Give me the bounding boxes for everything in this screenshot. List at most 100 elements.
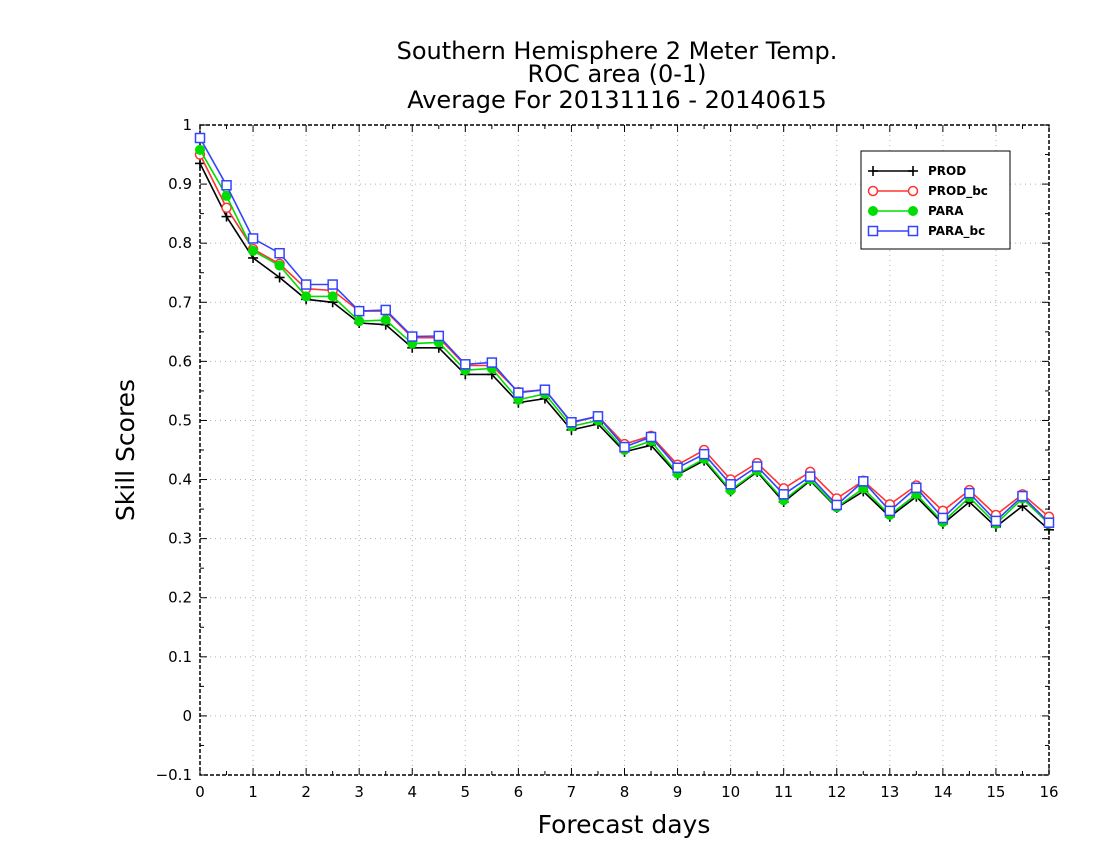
data-point-para-bc [884, 505, 896, 517]
y-tick-label: 0.6 [168, 352, 192, 370]
data-point-para-bc [911, 482, 922, 494]
legend-marker-left [868, 166, 878, 176]
legend-label: PARA [928, 204, 964, 218]
series-para-bc [194, 132, 1055, 528]
legend-box [860, 150, 1011, 250]
x-tick-label: 14 [933, 783, 952, 801]
x-tick-label: 0 [195, 783, 205, 801]
data-point-para-bc [407, 331, 418, 342]
x-tick-label: 1 [248, 783, 258, 801]
chart-title-line-1: Southern Hemisphere 2 Meter Temp. [397, 37, 838, 65]
data-point-para-bc [460, 359, 471, 370]
y-tick-label: 0.7 [168, 293, 192, 311]
data-point-para-bc [327, 279, 338, 290]
y-tick-label: 0.8 [168, 234, 192, 252]
legend-marker-left [867, 185, 879, 197]
data-point-para-bc [751, 461, 763, 472]
legend-marker-right [908, 206, 918, 216]
x-tick-label: 4 [407, 783, 417, 801]
y-tick-label: 0.1 [168, 648, 192, 666]
data-point-para-bc [804, 471, 816, 482]
y-axis-label: Skill Scores [111, 379, 140, 521]
data-point-para-bc [433, 330, 445, 342]
legend-label: PROD_bc [928, 184, 988, 199]
legend-item-para-bc: PARA_bc [867, 224, 985, 239]
x-tick-label: 15 [986, 783, 1005, 801]
data-point-prod [274, 272, 285, 283]
x-tick-label: 5 [461, 783, 471, 801]
x-tick-label: 13 [880, 783, 899, 801]
legend-label: PARA_bc [928, 224, 985, 239]
series-layer [194, 132, 1055, 535]
data-point-para-bc [619, 441, 630, 453]
x-axis-label: Forecast days [538, 810, 711, 839]
data-point-para [301, 291, 312, 302]
data-point-para-bc [831, 499, 842, 511]
legend-marker-right [907, 185, 919, 197]
legend-item-para: PARA [868, 204, 964, 218]
legend: PROD PROD_bc PARA PARA_bc [860, 150, 1011, 250]
x-tick-label: 3 [354, 783, 364, 801]
y-tick-label: 1 [182, 116, 192, 134]
data-point-para [327, 291, 338, 302]
data-point-prod-bc [221, 202, 232, 213]
data-point-para-bc [672, 462, 683, 473]
data-point-para-bc [858, 476, 869, 487]
x-tick-label: 12 [827, 783, 846, 801]
data-point-para-bc [221, 180, 232, 191]
x-tick-label: 7 [567, 783, 577, 801]
x-tick-label: 2 [301, 783, 311, 801]
legend-label: PROD [928, 164, 966, 178]
data-point-para-bc [539, 384, 551, 395]
y-tick-label: 0.4 [168, 471, 192, 489]
legend-item-prod-bc: PROD_bc [867, 184, 988, 199]
data-point-para-bc [194, 132, 206, 144]
data-point-para [248, 245, 259, 256]
x-tick-label: 6 [514, 783, 524, 801]
legend-marker-left [867, 225, 879, 237]
data-point-para-bc [778, 489, 789, 500]
data-point-para [195, 144, 205, 155]
x-tick-label: 11 [774, 783, 793, 801]
data-point-para [380, 315, 391, 325]
legend-item-prod: PROD [868, 164, 966, 178]
data-point-para-bc [380, 304, 391, 316]
data-point-para-bc [645, 431, 657, 443]
data-point-para-bc [964, 487, 975, 499]
x-axis: 0 1 2 3 4 5 6 7 8 9 10 11 12 13 14 15 16 [195, 125, 1059, 801]
data-point-para [274, 260, 285, 271]
data-point-para-bc [247, 233, 259, 244]
data-point-para-bc [698, 448, 710, 460]
data-point-para-bc [274, 247, 285, 259]
y-axis: −0.1 0 0.1 0.2 0.3 0.4 0.5 0.6 0.7 0.8 0.9 1 [156, 116, 1049, 784]
data-point-prod [195, 158, 205, 169]
x-tick-label: 9 [673, 783, 683, 801]
x-tick-label: 10 [721, 783, 740, 801]
data-point-para-bc [486, 357, 498, 368]
x-tick-label: 16 [1039, 783, 1058, 801]
data-point-para [354, 316, 365, 327]
x-tick-label: 8 [620, 783, 630, 801]
data-point-prod [221, 211, 232, 222]
data-point-para-bc [513, 387, 524, 398]
chart-title-line-3: Average For 20131116 - 20140615 [407, 86, 827, 114]
data-point-para-bc [566, 416, 577, 428]
y-tick-label: 0.5 [168, 411, 192, 429]
data-point-para-bc [725, 479, 736, 490]
y-tick-label: 0.9 [168, 175, 192, 193]
data-point-para-bc [1017, 490, 1028, 502]
legend-marker-left [868, 206, 878, 216]
y-tick-label: 0.3 [168, 530, 192, 548]
legend-marker-right [908, 166, 918, 176]
data-point-para-bc [990, 515, 1002, 527]
data-point-para-bc [937, 512, 949, 524]
data-point-para-bc [1043, 517, 1055, 528]
y-tick-label: 0.2 [168, 589, 192, 607]
y-tick-label: 0 [182, 707, 192, 725]
legend-marker-right [907, 225, 919, 237]
data-point-para-bc [300, 279, 312, 290]
chart-title-line-2: ROC area (0-1) [527, 60, 706, 88]
data-point-para-bc [353, 305, 365, 317]
y-tick-label: −0.1 [156, 766, 192, 784]
